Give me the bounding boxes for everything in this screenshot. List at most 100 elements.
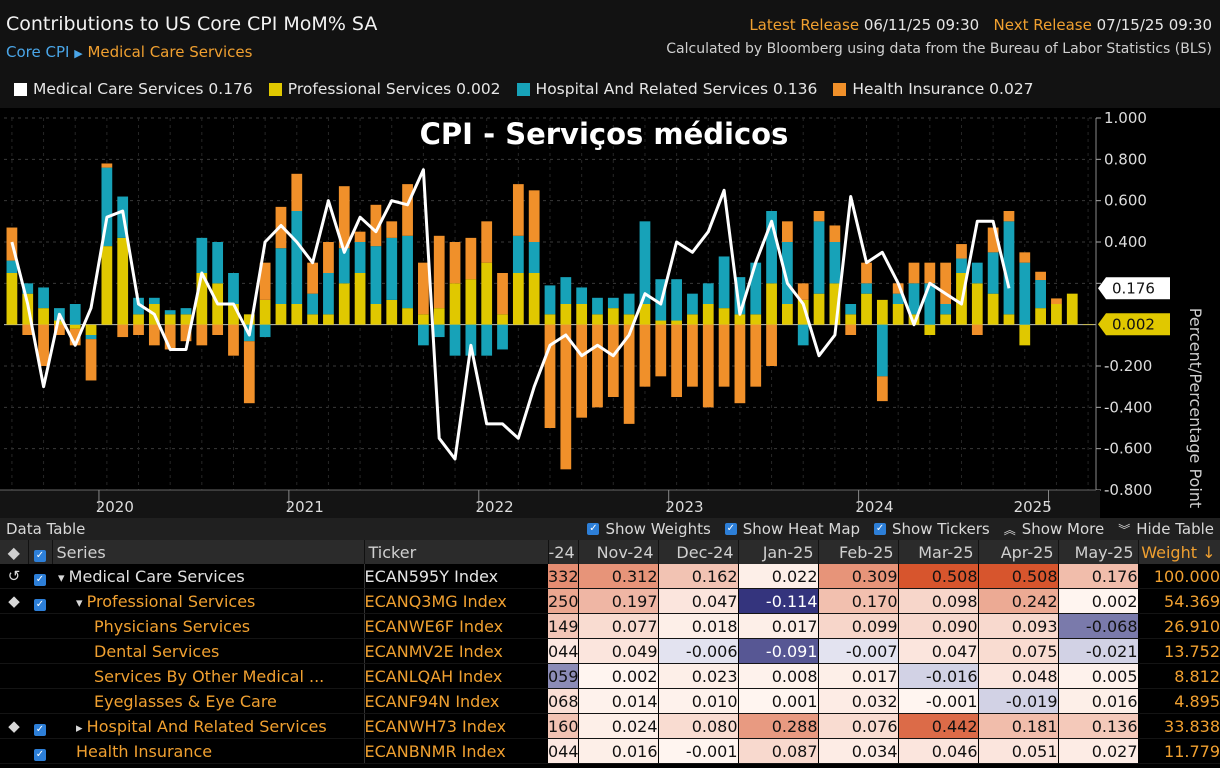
heatmap-cell[interactable]: 0.076 <box>818 713 899 739</box>
row-checkbox[interactable]: ✓ <box>28 564 52 589</box>
ticker-cell[interactable]: ECANQ3MG Index <box>363 588 548 614</box>
column-header-month[interactable]: Mar-25 <box>898 540 979 564</box>
column-header-series[interactable]: Series <box>52 540 365 564</box>
heatmap-cell[interactable]: 0.098 <box>898 588 979 614</box>
heatmap-cell[interactable]: 0.034 <box>818 738 899 764</box>
table-row[interactable]: Physicians Services ECANWE6F Index 149 0.07… <box>0 613 1220 639</box>
breadcrumb-item-core-cpi[interactable]: Core CPI <box>6 43 70 61</box>
heatmap-cell[interactable]: 160 <box>548 713 579 739</box>
series-name-cell[interactable]: Eyeglasses & Eye Care <box>52 688 364 714</box>
legend-item[interactable]: Professional Services 0.002 <box>268 80 501 98</box>
heatmap-cell[interactable]: 0.016 <box>578 738 659 764</box>
expand-down-icon[interactable]: ▾ <box>76 595 87 611</box>
heatmap-cell[interactable]: -0.019 <box>978 688 1059 714</box>
heatmap-cell[interactable]: 0.075 <box>978 638 1059 664</box>
heatmap-cell[interactable]: 0.017 <box>738 613 819 639</box>
heatmap-cell[interactable]: 0.049 <box>578 638 659 664</box>
heatmap-cell[interactable]: -0.006 <box>658 638 739 664</box>
heatmap-cell[interactable]: 059 <box>548 663 579 689</box>
show-more-button[interactable]: ︽ Show More <box>1004 520 1104 538</box>
legend-item[interactable]: Medical Care Services 0.176 <box>14 80 253 98</box>
heatmap-cell[interactable]: 0.008 <box>738 663 819 689</box>
ticker-cell[interactable]: ECANWE6F Index <box>363 613 548 639</box>
show-heat-map-toggle[interactable]: ✓ Show Heat Map <box>724 520 860 538</box>
show-tickers-toggle[interactable]: ✓ Show Tickers <box>874 520 990 538</box>
series-name-cell[interactable]: ▾ Professional Services <box>52 588 364 614</box>
series-name-cell[interactable]: Health Insurance <box>52 738 364 764</box>
heatmap-cell[interactable]: 0.024 <box>578 713 659 739</box>
show-weights-toggle[interactable]: ✓ Show Weights <box>587 520 711 538</box>
heatmap-cell[interactable]: 0.136 <box>1058 713 1139 739</box>
heatmap-cell[interactable]: -0.068 <box>1058 613 1139 639</box>
heatmap-cell[interactable]: 0.010 <box>658 688 739 714</box>
table-row[interactable]: Eyeglasses & Eye Care ECANF94N Index 068 0.… <box>0 688 1220 714</box>
table-row[interactable]: ◆ ✓ ▸ Hospital And Related Services ECANWH7… <box>0 713 1220 739</box>
heatmap-cell[interactable]: 0.093 <box>978 613 1059 639</box>
series-name-cell[interactable]: ▸ Hospital And Related Services <box>52 713 364 739</box>
heatmap-cell[interactable]: 0.080 <box>658 713 739 739</box>
reset-icon[interactable]: ↺ <box>0 564 28 589</box>
breadcrumb-item-medical-care[interactable]: Medical Care Services <box>87 43 253 61</box>
series-name-cell[interactable]: ▾ Medical Care Services <box>52 564 364 589</box>
table-row[interactable]: ◆ ✓ ▾ Professional Services ECANQ3MG Index 2… <box>0 588 1220 614</box>
expand-right-icon[interactable]: ▸ <box>76 720 87 736</box>
table-row[interactable]: Dental Services ECANMV2E Index 044 0.049 -0.… <box>0 638 1220 664</box>
heatmap-cell[interactable]: 0.442 <box>898 713 979 739</box>
heatmap-cell[interactable]: -0.001 <box>898 688 979 714</box>
heatmap-cell[interactable]: 0.048 <box>978 663 1059 689</box>
ticker-cell[interactable]: ECAN595Y Index <box>363 564 548 589</box>
heatmap-cell[interactable]: 0.309 <box>818 564 899 589</box>
ticker-cell[interactable]: ECANBNMR Index <box>363 738 548 764</box>
legend-item[interactable]: Hospital And Related Services 0.136 <box>516 80 817 98</box>
heatmap-cell[interactable]: -0.001 <box>658 738 739 764</box>
column-header-month[interactable]: Jan-25 <box>738 540 819 564</box>
column-header-month[interactable]: -24 <box>548 540 579 564</box>
row-checkbox[interactable]: ✓ <box>28 588 52 614</box>
heatmap-cell[interactable]: 0.017 <box>818 663 899 689</box>
header-checkbox[interactable]: ✓ <box>28 540 53 564</box>
heatmap-cell[interactable]: 0.087 <box>738 738 819 764</box>
series-name-cell[interactable]: Services By Other Medical ... <box>52 663 364 689</box>
heatmap-cell[interactable]: -0.016 <box>898 663 979 689</box>
column-header-month[interactable]: Apr-25 <box>978 540 1059 564</box>
heatmap-cell[interactable]: -0.091 <box>738 638 819 664</box>
ticker-cell[interactable]: ECANWH73 Index <box>363 713 548 739</box>
heatmap-cell[interactable]: 0.002 <box>578 663 659 689</box>
heatmap-cell[interactable]: 0.181 <box>978 713 1059 739</box>
heatmap-cell[interactable]: 0.022 <box>738 564 819 589</box>
header-diamond-icon[interactable]: ◆ <box>0 540 29 564</box>
ticker-cell[interactable]: ECANLQAH Index <box>363 663 548 689</box>
heatmap-cell[interactable]: 332 <box>548 564 579 589</box>
column-header-weight[interactable]: Weight ↓ <box>1138 540 1220 564</box>
heatmap-cell[interactable]: -0.114 <box>738 588 819 614</box>
heatmap-cell[interactable]: 0.005 <box>1058 663 1139 689</box>
heatmap-cell[interactable]: 0.032 <box>818 688 899 714</box>
heatmap-cell[interactable]: 0.023 <box>658 663 739 689</box>
column-header-month[interactable]: Nov-24 <box>578 540 659 564</box>
heatmap-cell[interactable]: 0.312 <box>578 564 659 589</box>
heatmap-cell[interactable]: 044 <box>548 738 579 764</box>
ticker-cell[interactable]: ECANF94N Index <box>363 688 548 714</box>
heatmap-cell[interactable]: 0.002 <box>1058 588 1139 614</box>
column-header-month[interactable]: Dec-24 <box>658 540 739 564</box>
heatmap-cell[interactable]: 044 <box>548 638 579 664</box>
series-name-cell[interactable]: Dental Services <box>52 638 364 664</box>
heatmap-cell[interactable]: 0.508 <box>898 564 979 589</box>
heatmap-cell[interactable]: 0.014 <box>578 688 659 714</box>
heatmap-cell[interactable]: 0.090 <box>898 613 979 639</box>
heatmap-cell[interactable]: 0.170 <box>818 588 899 614</box>
heatmap-cell[interactable]: 0.047 <box>658 588 739 614</box>
heatmap-cell[interactable]: 0.047 <box>898 638 979 664</box>
heatmap-cell[interactable]: 0.242 <box>978 588 1059 614</box>
heatmap-cell[interactable]: 068 <box>548 688 579 714</box>
table-row[interactable]: ✓ Health Insurance ECANBNMR Index 044 0.016-… <box>0 738 1220 764</box>
heatmap-cell[interactable]: 0.018 <box>658 613 739 639</box>
heatmap-cell[interactable]: -0.021 <box>1058 638 1139 664</box>
column-header-ticker[interactable]: Ticker <box>364 540 549 564</box>
series-name-cell[interactable]: Physicians Services <box>52 613 364 639</box>
heatmap-cell[interactable]: 250 <box>548 588 579 614</box>
heatmap-cell[interactable]: 0.051 <box>978 738 1059 764</box>
column-header-month[interactable]: May-25 <box>1058 540 1139 564</box>
heatmap-cell[interactable]: 0.176 <box>1058 564 1139 589</box>
heatmap-cell[interactable]: 0.508 <box>978 564 1059 589</box>
